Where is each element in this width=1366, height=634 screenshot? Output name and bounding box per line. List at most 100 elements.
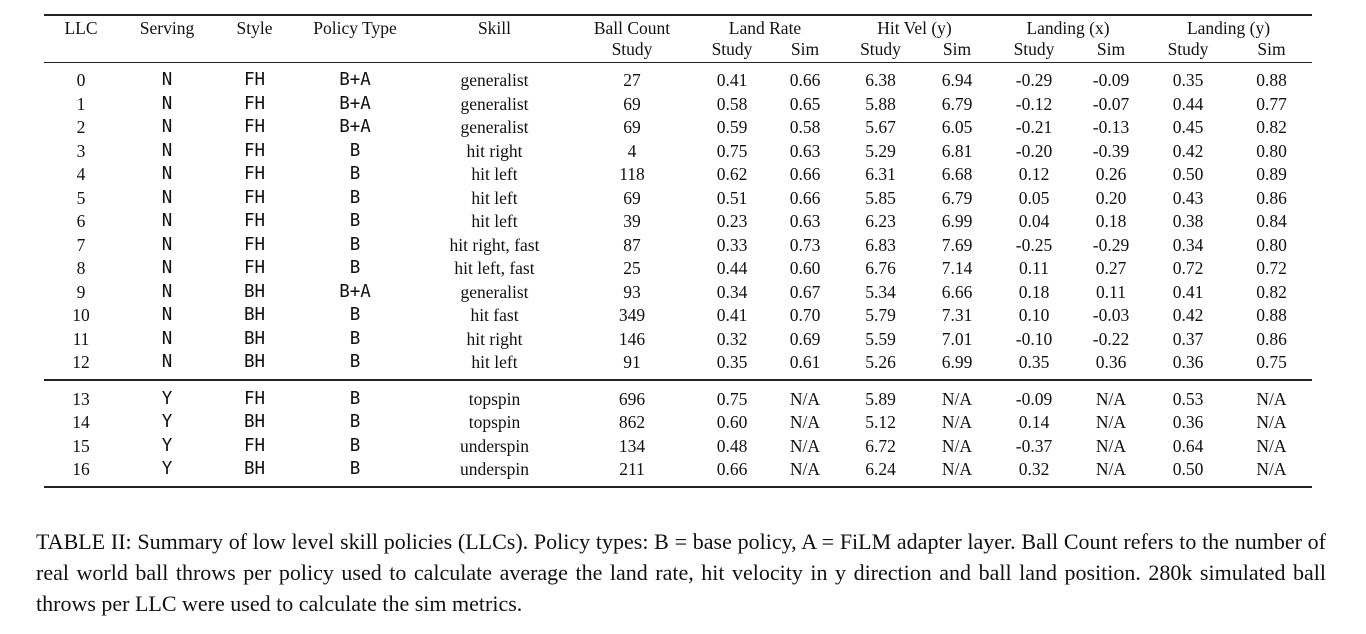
cell-landing-y-sim: 0.80 [1256,234,1287,255]
cell-hit-vel-study: 6.23 [865,211,896,231]
cell-serving: N [161,117,173,137]
cell-ball-count: 349 [618,305,646,325]
cell-land-rate-sim: 0.66 [789,70,821,90]
cell-hit-vel-study: 5.67 [865,117,896,137]
cell-landing-y-study: 0.72 [1172,258,1204,278]
cell-land-rate-sim: 0.69 [789,328,821,349]
table-row: 2 N FH B+A generalist 69 0.59 0.58 5.67 6.05 -0.21… [44,116,1312,140]
cell-land-rate-sim: 0.65 [789,93,821,114]
cell-llc: 16 [72,459,90,479]
cell-style: BH [243,305,266,325]
cell-hit-vel-sim: N/A [941,435,973,456]
cell-serving: N [161,234,173,255]
cell-skill: topspin [468,388,521,409]
subheader-hit-vel-study: Study [860,39,901,59]
table-container: LLC Serving Style Policy Type Skill Ball… [44,14,1312,488]
cell-landing-x-study: -0.21 [1015,117,1053,137]
subheader-landing-y-sim: Sim [1257,39,1286,59]
cell-serving: Y [161,388,173,409]
cell-policy-type: B [349,140,361,161]
cell-landing-x-study: 0.32 [1018,459,1050,479]
cell-landing-x-sim: -0.39 [1092,140,1130,161]
header-ball-count: Ball Count [593,18,671,38]
cell-ball-count: 4 [627,140,637,161]
cell-policy-type: B [349,187,361,208]
cell-landing-x-study: -0.10 [1015,328,1053,349]
cell-land-rate-sim: N/A [789,412,821,432]
cell-landing-y-study: 0.42 [1172,140,1204,161]
cell-land-rate-sim: N/A [789,435,821,456]
cell-hit-vel-study: 6.76 [865,258,896,278]
cell-landing-y-study: 0.44 [1172,93,1204,114]
cell-landing-x-study: -0.09 [1015,388,1053,409]
cell-policy-type: B [349,328,361,349]
cell-policy-type: B [349,459,361,479]
table-row: 0 N FH B+A generalist 27 0.41 0.66 6.38 6.94 -0.29… [44,63,1312,93]
cell-landing-x-sim: -0.22 [1092,328,1130,349]
cell-style: FH [243,258,266,278]
header-land-rate: Land Rate [728,18,802,38]
cell-landing-y-sim: N/A [1256,388,1287,409]
cell-hit-vel-sim: 6.99 [941,352,973,372]
cell-landing-y-study: 0.64 [1172,435,1204,456]
cell-ball-count: 87 [623,234,641,255]
cell-land-rate-study: 0.33 [716,234,748,255]
subheader-empty [44,39,118,63]
cell-landing-x-sim: N/A [1095,412,1127,432]
cell-policy-type: B [349,258,361,278]
cell-hit-vel-sim: 7.31 [941,305,973,325]
cell-llc: 1 [76,93,86,114]
cell-landing-x-sim: -0.13 [1092,117,1130,137]
cell-style: BH [243,281,266,302]
cell-landing-y-sim: 0.82 [1256,117,1287,137]
cell-landing-y-sim: N/A [1256,435,1287,456]
cell-ball-count: 118 [619,164,645,184]
cell-llc: 5 [76,187,86,208]
cell-landing-y-sim: 0.75 [1256,352,1287,372]
header-landing-x: Landing (x) [1026,18,1110,38]
cell-hit-vel-study: 5.12 [865,412,896,432]
cell-hit-vel-study: 6.38 [865,70,896,90]
subheader-landing-x-study: Study [1013,39,1055,59]
cell-land-rate-study: 0.75 [716,388,748,409]
cell-land-rate-sim: 0.63 [789,140,821,161]
header-skill: Skill [477,18,512,38]
cell-landing-y-sim: N/A [1256,412,1287,432]
cell-policy-type: B [349,305,361,325]
cell-style: FH [243,187,266,208]
cell-land-rate-study: 0.34 [716,281,748,302]
cell-style: FH [243,435,266,456]
cell-llc: 8 [76,258,86,278]
cell-landing-y-study: 0.50 [1172,459,1204,479]
cell-serving: N [161,258,173,278]
cell-skill: hit right [466,140,523,161]
cell-llc: 0 [76,70,86,90]
subheader-land-rate-sim: Sim [790,39,820,59]
cell-llc: 13 [72,388,90,409]
cell-land-rate-sim: 0.58 [789,117,821,137]
cell-land-rate-study: 0.48 [716,435,748,456]
cell-ball-count: 69 [623,117,641,137]
cell-landing-x-study: 0.04 [1018,211,1050,231]
cell-land-rate-study: 0.51 [716,187,748,208]
cell-landing-y-study: 0.50 [1172,164,1204,184]
cell-ball-count: 211 [619,459,645,479]
cell-landing-y-study: 0.38 [1172,211,1204,231]
cell-landing-x-sim: 0.11 [1096,281,1126,302]
cell-style: BH [243,459,266,479]
cell-policy-type: B [349,211,361,231]
cell-hit-vel-sim: 6.99 [941,211,973,231]
cell-hit-vel-sim: 6.05 [941,117,973,137]
cell-skill: hit fast [470,305,519,325]
cell-landing-y-sim: 0.86 [1256,328,1287,349]
cell-style: FH [243,234,266,255]
cell-landing-x-study: 0.05 [1018,187,1050,208]
cell-hit-vel-study: 6.72 [865,435,896,456]
cell-hit-vel-study: 5.89 [865,388,896,409]
cell-hit-vel-study: 5.88 [865,93,896,114]
cell-landing-x-study: -0.20 [1015,140,1053,161]
cell-policy-type: B [349,234,361,255]
